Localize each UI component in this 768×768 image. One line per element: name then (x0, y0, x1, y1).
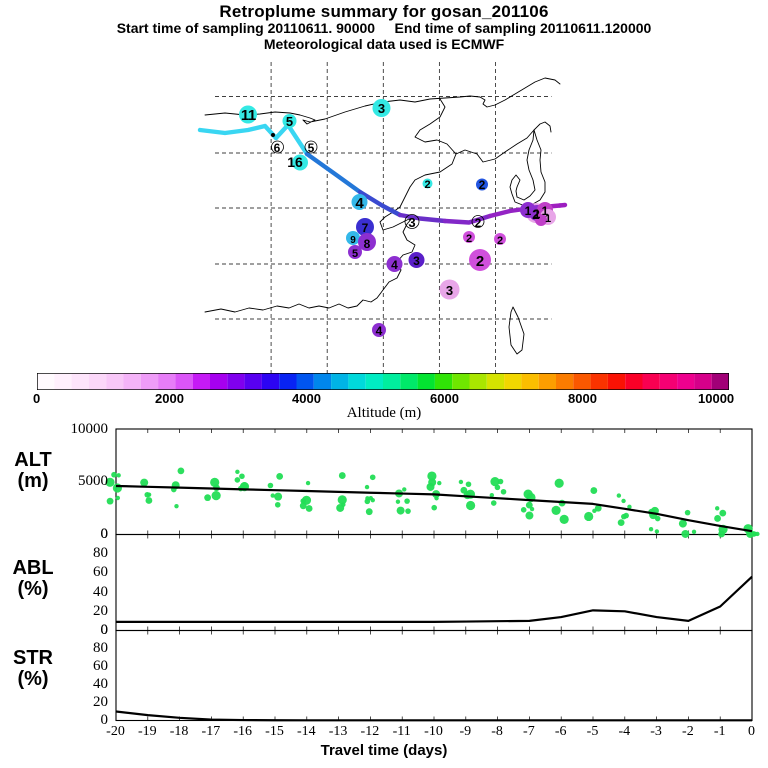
svg-text:2: 2 (466, 233, 472, 245)
svg-text:2: 2 (479, 178, 486, 192)
svg-text:8: 8 (364, 237, 371, 251)
svg-text:9: 9 (350, 235, 356, 246)
svg-text:1: 1 (248, 107, 256, 124)
svg-text:16: 16 (287, 154, 303, 170)
svg-text:4: 4 (355, 195, 364, 212)
svg-text:2: 2 (497, 235, 503, 247)
svg-text:7: 7 (362, 221, 369, 235)
svg-text:5: 5 (352, 248, 358, 260)
svg-text:4: 4 (391, 258, 398, 272)
svg-text:1: 1 (525, 204, 532, 218)
svg-text:4: 4 (376, 324, 383, 338)
svg-text:3: 3 (408, 215, 415, 230)
svg-text:2: 2 (476, 253, 484, 270)
svg-text:5: 5 (308, 141, 315, 155)
svg-text:2: 2 (424, 179, 430, 191)
svg-text:1: 1 (545, 213, 551, 225)
svg-text:3: 3 (378, 101, 385, 116)
svg-text:5: 5 (286, 114, 293, 129)
svg-text:3: 3 (413, 254, 420, 268)
svg-text:1: 1 (534, 207, 541, 221)
svg-text:3: 3 (446, 283, 453, 298)
svg-text:2: 2 (475, 216, 482, 230)
svg-text:6: 6 (274, 141, 281, 155)
